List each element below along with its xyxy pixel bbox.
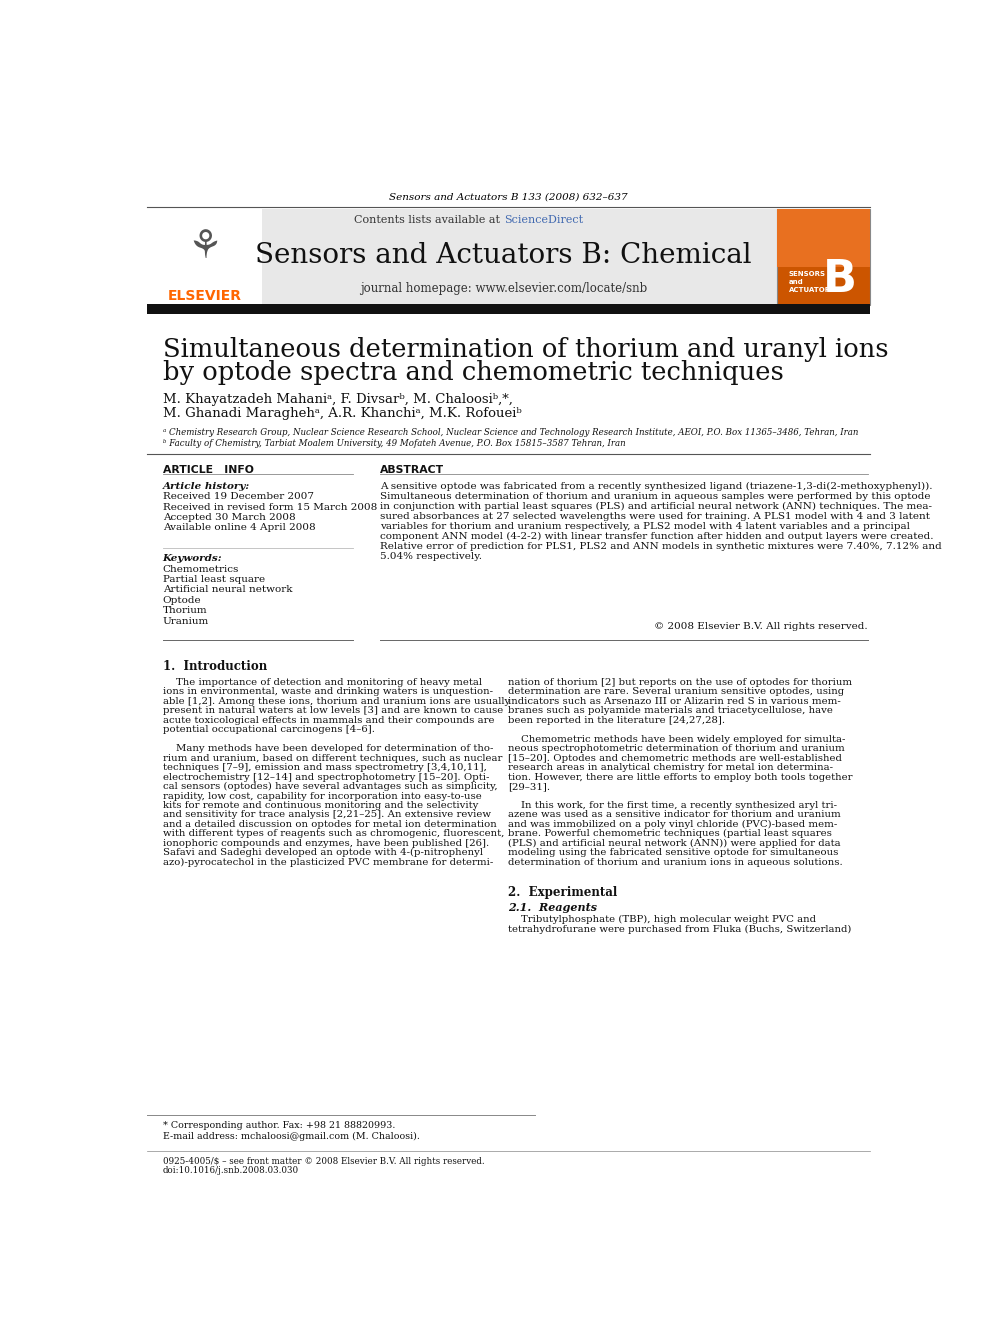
FancyBboxPatch shape <box>147 209 777 306</box>
Text: acute toxicological effects in mammals and their compounds are: acute toxicological effects in mammals a… <box>163 716 494 725</box>
Text: determination are rare. Several uranium sensitive optodes, using: determination are rare. Several uranium … <box>509 688 844 696</box>
Text: branes such as polyamide materials and triacetycellulose, have: branes such as polyamide materials and t… <box>509 706 833 716</box>
Text: Accepted 30 March 2008: Accepted 30 March 2008 <box>163 513 296 523</box>
Text: ionophoric compounds and enzymes, have been published [26].: ionophoric compounds and enzymes, have b… <box>163 839 489 848</box>
Text: and a detailed discussion on optodes for metal ion determination: and a detailed discussion on optodes for… <box>163 820 497 830</box>
Text: Keywords:: Keywords: <box>163 554 222 562</box>
Text: Safavi and Sadeghi developed an optode with 4-(p-nitrophenyl: Safavi and Sadeghi developed an optode w… <box>163 848 483 857</box>
Text: ᵃ Chemistry Research Group, Nuclear Science Research School, Nuclear Science and: ᵃ Chemistry Research Group, Nuclear Scie… <box>163 429 858 438</box>
Text: Relative error of prediction for PLS1, PLS2 and ANN models in synthetic mixtures: Relative error of prediction for PLS1, P… <box>380 541 941 550</box>
Text: azo)-pyrocatechol in the plasticized PVC membrane for determi-: azo)-pyrocatechol in the plasticized PVC… <box>163 857 493 867</box>
Text: in conjunction with partial least squares (PLS) and artificial neural network (A: in conjunction with partial least square… <box>380 501 931 511</box>
Text: rapidity, low cost, capability for incorporation into easy-to-use: rapidity, low cost, capability for incor… <box>163 791 481 800</box>
Text: (PLS) and artificial neural network (ANN)) were applied for data: (PLS) and artificial neural network (ANN… <box>509 839 841 848</box>
Text: Sensors and Actuators B: Chemical: Sensors and Actuators B: Chemical <box>255 242 752 269</box>
Text: Received in revised form 15 March 2008: Received in revised form 15 March 2008 <box>163 503 377 512</box>
Text: indicators such as Arsenazo III or Alizarin red S in various mem-: indicators such as Arsenazo III or Aliza… <box>509 697 841 705</box>
Text: 0925-4005/$ – see front matter © 2008 Elsevier B.V. All rights reserved.: 0925-4005/$ – see front matter © 2008 El… <box>163 1156 484 1166</box>
Text: In this work, for the first time, a recently synthesized aryl tri-: In this work, for the first time, a rece… <box>509 800 837 810</box>
Text: Article history:: Article history: <box>163 482 250 491</box>
Text: potential occupational carcinogens [4–6].: potential occupational carcinogens [4–6]… <box>163 725 375 734</box>
Text: doi:10.1016/j.snb.2008.03.030: doi:10.1016/j.snb.2008.03.030 <box>163 1166 299 1175</box>
FancyBboxPatch shape <box>147 209 262 306</box>
Text: cal sensors (optodes) have several advantages such as simplicity,: cal sensors (optodes) have several advan… <box>163 782 497 791</box>
Text: techniques [7–9], emission and mass spectrometry [3,4,10,11],: techniques [7–9], emission and mass spec… <box>163 763 487 773</box>
Text: ᵇ Faculty of Chemistry, Tarbiat Moalem University, 49 Mofateh Avenue, P.O. Box 1: ᵇ Faculty of Chemistry, Tarbiat Moalem U… <box>163 439 625 448</box>
Text: Artificial neural network: Artificial neural network <box>163 586 293 594</box>
Text: tetrahydrofurane were purchased from Fluka (Buchs, Switzerland): tetrahydrofurane were purchased from Flu… <box>509 925 852 934</box>
Text: journal homepage: www.elsevier.com/locate/snb: journal homepage: www.elsevier.com/locat… <box>360 282 648 295</box>
Text: Received 19 December 2007: Received 19 December 2007 <box>163 492 313 501</box>
Text: A sensitive optode was fabricated from a recently synthesized ligand (triazene-1: A sensitive optode was fabricated from a… <box>380 482 932 491</box>
FancyBboxPatch shape <box>778 209 870 306</box>
Text: ARTICLE   INFO: ARTICLE INFO <box>163 464 254 475</box>
Text: tion. However, there are little efforts to employ both tools together: tion. However, there are little efforts … <box>509 773 853 782</box>
Text: M. Ghanadi Maraghehᵃ, A.R. Khanchiᵃ, M.K. Rofoueiᵇ: M. Ghanadi Maraghehᵃ, A.R. Khanchiᵃ, M.K… <box>163 407 522 421</box>
Text: and was immobilized on a poly vinyl chloride (PVC)-based mem-: and was immobilized on a poly vinyl chlo… <box>509 820 837 830</box>
Text: 2.1.  Reagents: 2.1. Reagents <box>509 902 597 913</box>
Text: Contents lists available at: Contents lists available at <box>354 216 504 225</box>
Text: Chemometric methods have been widely employed for simulta-: Chemometric methods have been widely emp… <box>509 734 846 744</box>
Text: component ANN model (4-2-2) with linear transfer function after hidden and outpu: component ANN model (4-2-2) with linear … <box>380 532 933 541</box>
Text: modeling using the fabricated sensitive optode for simultaneous: modeling using the fabricated sensitive … <box>509 848 839 857</box>
Text: azene was used as a sensitive indicator for thorium and uranium: azene was used as a sensitive indicator … <box>509 811 841 819</box>
Text: Available online 4 April 2008: Available online 4 April 2008 <box>163 524 315 532</box>
Text: research areas in analytical chemistry for metal ion determina-: research areas in analytical chemistry f… <box>509 763 833 773</box>
FancyBboxPatch shape <box>778 209 870 266</box>
Text: B: B <box>823 258 857 302</box>
Text: by optode spectra and chemometric techniques: by optode spectra and chemometric techni… <box>163 360 784 385</box>
Text: Simultaneous determination of thorium and uranyl ions: Simultaneous determination of thorium an… <box>163 337 889 363</box>
Text: Uranium: Uranium <box>163 617 209 626</box>
Text: Many methods have been developed for determination of tho-: Many methods have been developed for det… <box>163 744 493 753</box>
Text: M. Khayatzadeh Mahaniᵃ, F. Divsarᵇ, M. Chaloosiᵇ,*,: M. Khayatzadeh Mahaniᵃ, F. Divsarᵇ, M. C… <box>163 393 513 406</box>
Text: © 2008 Elsevier B.V. All rights reserved.: © 2008 Elsevier B.V. All rights reserved… <box>655 622 868 631</box>
Text: Chemometrics: Chemometrics <box>163 565 239 574</box>
Text: Simultaneous determination of thorium and uranium in aqueous samples were perfor: Simultaneous determination of thorium an… <box>380 492 930 500</box>
Text: electrochemistry [12–14] and spectrophotometry [15–20]. Opti-: electrochemistry [12–14] and spectrophot… <box>163 773 489 782</box>
Text: Optode: Optode <box>163 595 201 605</box>
Text: kits for remote and continuous monitoring and the selectivity: kits for remote and continuous monitorin… <box>163 800 478 810</box>
Text: Tributylphosphate (TBP), high molecular weight PVC and: Tributylphosphate (TBP), high molecular … <box>509 916 816 923</box>
Text: 1.  Introduction: 1. Introduction <box>163 660 267 673</box>
Text: nation of thorium [2] but reports on the use of optodes for thorium: nation of thorium [2] but reports on the… <box>509 677 852 687</box>
Text: Thorium: Thorium <box>163 606 207 615</box>
Text: The importance of detection and monitoring of heavy metal: The importance of detection and monitori… <box>163 677 482 687</box>
Text: variables for thorium and uranium respectively, a PLS2 model with 4 latent varia: variables for thorium and uranium respec… <box>380 521 910 531</box>
Text: with different types of reagents such as chromogenic, fluorescent,: with different types of reagents such as… <box>163 830 504 839</box>
Text: present in natural waters at low levels [3] and are known to cause: present in natural waters at low levels … <box>163 706 503 716</box>
Text: been reported in the literature [24,27,28].: been reported in the literature [24,27,2… <box>509 716 725 725</box>
Text: [15–20]. Optodes and chemometric methods are well-established: [15–20]. Optodes and chemometric methods… <box>509 754 842 762</box>
Text: E-mail address: mchaloosi@gmail.com (M. Chaloosi).: E-mail address: mchaloosi@gmail.com (M. … <box>163 1132 420 1142</box>
Text: determination of thorium and uranium ions in aqueous solutions.: determination of thorium and uranium ion… <box>509 857 843 867</box>
Text: and sensitivity for trace analysis [2,21–25]. An extensive review: and sensitivity for trace analysis [2,21… <box>163 811 491 819</box>
Text: ABSTRACT: ABSTRACT <box>380 464 443 475</box>
Text: 2.  Experimental: 2. Experimental <box>509 886 618 900</box>
Text: ELSEVIER: ELSEVIER <box>168 288 242 303</box>
Text: able [1,2]. Among these ions, thorium and uranium ions are usually: able [1,2]. Among these ions, thorium an… <box>163 697 510 705</box>
Text: rium and uranium, based on different techniques, such as nuclear: rium and uranium, based on different tec… <box>163 754 502 762</box>
FancyBboxPatch shape <box>147 303 870 315</box>
Text: sured absorbances at 27 selected wavelengths were used for training. A PLS1 mode: sured absorbances at 27 selected wavelen… <box>380 512 930 520</box>
Text: ScienceDirect: ScienceDirect <box>504 216 583 225</box>
Text: ions in environmental, waste and drinking waters is unquestion-: ions in environmental, waste and drinkin… <box>163 688 493 696</box>
Text: Sensors and Actuators B 133 (2008) 632–637: Sensors and Actuators B 133 (2008) 632–6… <box>389 193 628 202</box>
Text: [29–31].: [29–31]. <box>509 782 551 791</box>
Text: brane. Powerful chemometric techniques (partial least squares: brane. Powerful chemometric techniques (… <box>509 830 832 839</box>
Text: SENSORS
and
ACTUATORS: SENSORS and ACTUATORS <box>789 271 836 292</box>
Text: 5.04% respectively.: 5.04% respectively. <box>380 552 482 561</box>
Text: Partial least square: Partial least square <box>163 576 265 583</box>
Text: ⚘: ⚘ <box>187 229 222 266</box>
Text: * Corresponding author. Fax: +98 21 88820993.: * Corresponding author. Fax: +98 21 8882… <box>163 1122 395 1130</box>
Text: neous spectrophotometric determination of thorium and uranium: neous spectrophotometric determination o… <box>509 744 845 753</box>
